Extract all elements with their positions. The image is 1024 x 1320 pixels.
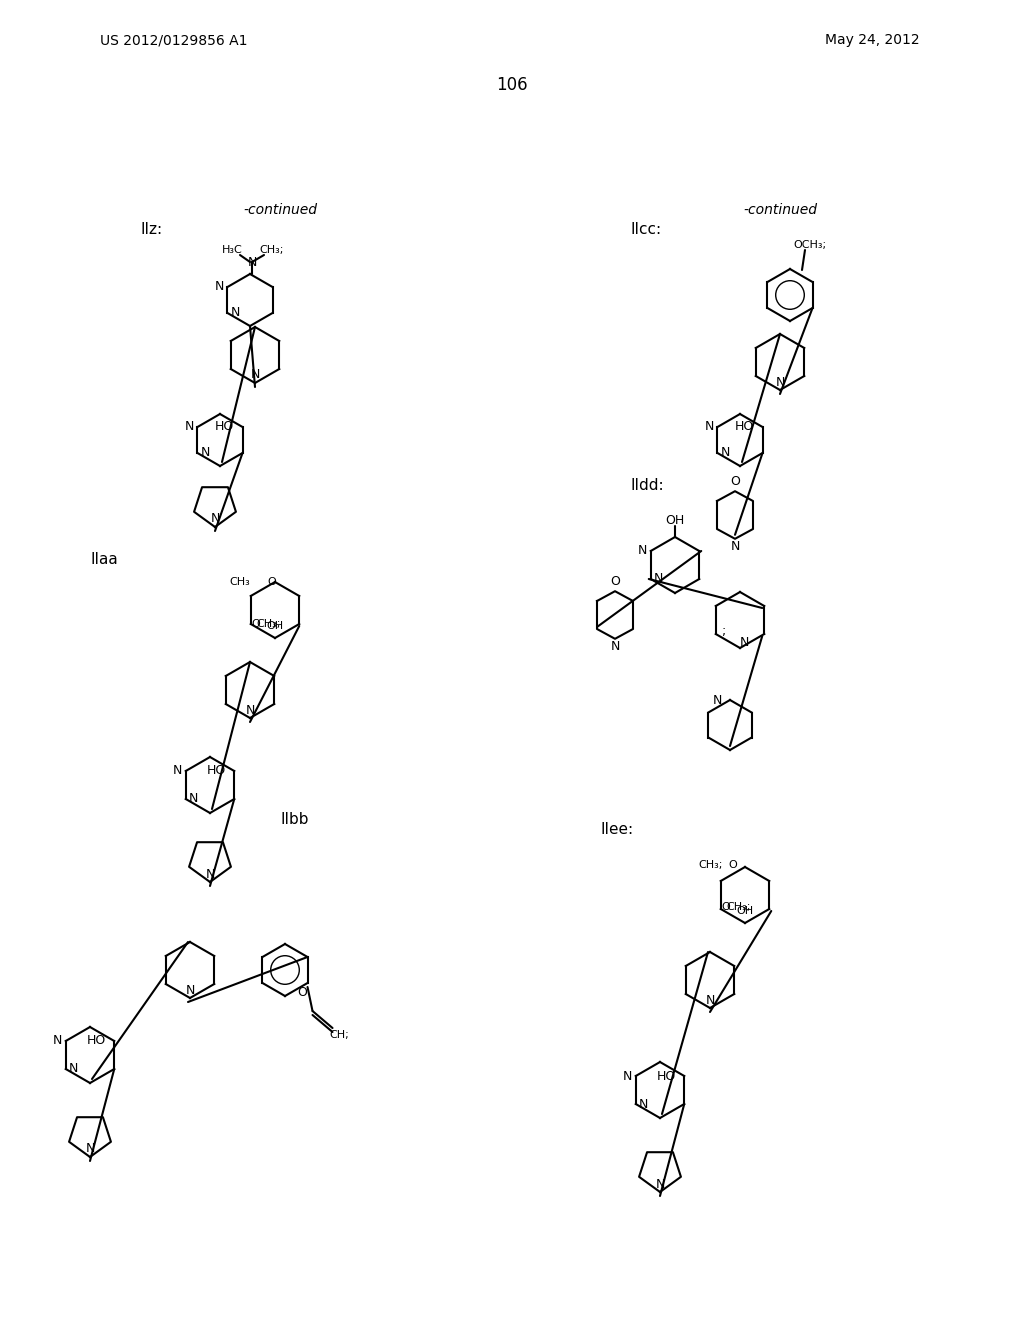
Text: 106: 106 [497, 77, 527, 94]
Text: CH₃;: CH₃; [698, 861, 723, 870]
Text: N: N [85, 1143, 94, 1155]
Text: O: O [721, 902, 730, 912]
Text: N: N [173, 764, 182, 777]
Text: N: N [721, 446, 730, 459]
Text: N: N [706, 994, 715, 1006]
Text: N: N [739, 635, 749, 648]
Text: O: O [728, 861, 737, 870]
Text: IIcc:: IIcc: [630, 223, 662, 238]
Text: OH: OH [266, 620, 284, 631]
Text: H₃C: H₃C [221, 246, 243, 255]
Text: N: N [215, 281, 224, 293]
Text: IIee:: IIee: [600, 822, 633, 837]
Text: HO: HO [656, 1069, 676, 1082]
Text: IIbb: IIbb [280, 813, 308, 828]
Text: O: O [610, 574, 620, 587]
Text: N: N [655, 1177, 665, 1191]
Text: N: N [230, 306, 241, 319]
Text: CH₃: CH₃ [229, 577, 250, 587]
Text: N: N [250, 368, 260, 381]
Text: OH: OH [666, 513, 685, 527]
Text: CH₃;: CH₃; [257, 619, 281, 630]
Text: HO: HO [215, 421, 234, 433]
Text: O: O [730, 475, 740, 487]
Text: HO: HO [87, 1035, 105, 1048]
Text: IIaa: IIaa [90, 553, 118, 568]
Text: N: N [654, 573, 664, 586]
Text: N: N [713, 693, 722, 706]
Text: N: N [184, 421, 195, 433]
Text: N: N [623, 1069, 633, 1082]
Text: N: N [189, 792, 199, 805]
Text: N: N [69, 1063, 79, 1076]
Text: N: N [185, 983, 195, 997]
Text: N: N [201, 446, 210, 459]
Text: O: O [267, 577, 275, 587]
Text: May 24, 2012: May 24, 2012 [825, 33, 920, 48]
Text: N: N [775, 375, 784, 388]
Text: OH: OH [736, 906, 754, 916]
Text: IIz:: IIz: [140, 223, 162, 238]
Text: CH₃;: CH₃; [727, 902, 751, 912]
Text: HO: HO [207, 764, 226, 777]
Text: N: N [206, 867, 215, 880]
Text: N: N [246, 704, 255, 717]
Text: HO: HO [735, 421, 754, 433]
Text: -continued: -continued [743, 203, 817, 216]
Text: N: N [610, 640, 620, 653]
Text: CH₃;: CH₃; [260, 246, 285, 255]
Text: CH;: CH; [330, 1030, 349, 1040]
Text: OCH₃;: OCH₃; [794, 240, 826, 249]
Text: -continued: -continued [243, 203, 317, 216]
Text: N: N [248, 256, 257, 268]
Text: ;: ; [722, 626, 726, 639]
Text: O: O [298, 986, 307, 999]
Text: N: N [705, 421, 714, 433]
Text: N: N [210, 512, 220, 525]
Text: N: N [53, 1035, 62, 1048]
Text: US 2012/0129856 A1: US 2012/0129856 A1 [100, 33, 248, 48]
Text: O: O [251, 619, 260, 630]
Text: N: N [730, 540, 739, 553]
Text: IIdd:: IIdd: [630, 478, 664, 492]
Text: N: N [639, 1097, 648, 1110]
Text: N: N [638, 544, 647, 557]
